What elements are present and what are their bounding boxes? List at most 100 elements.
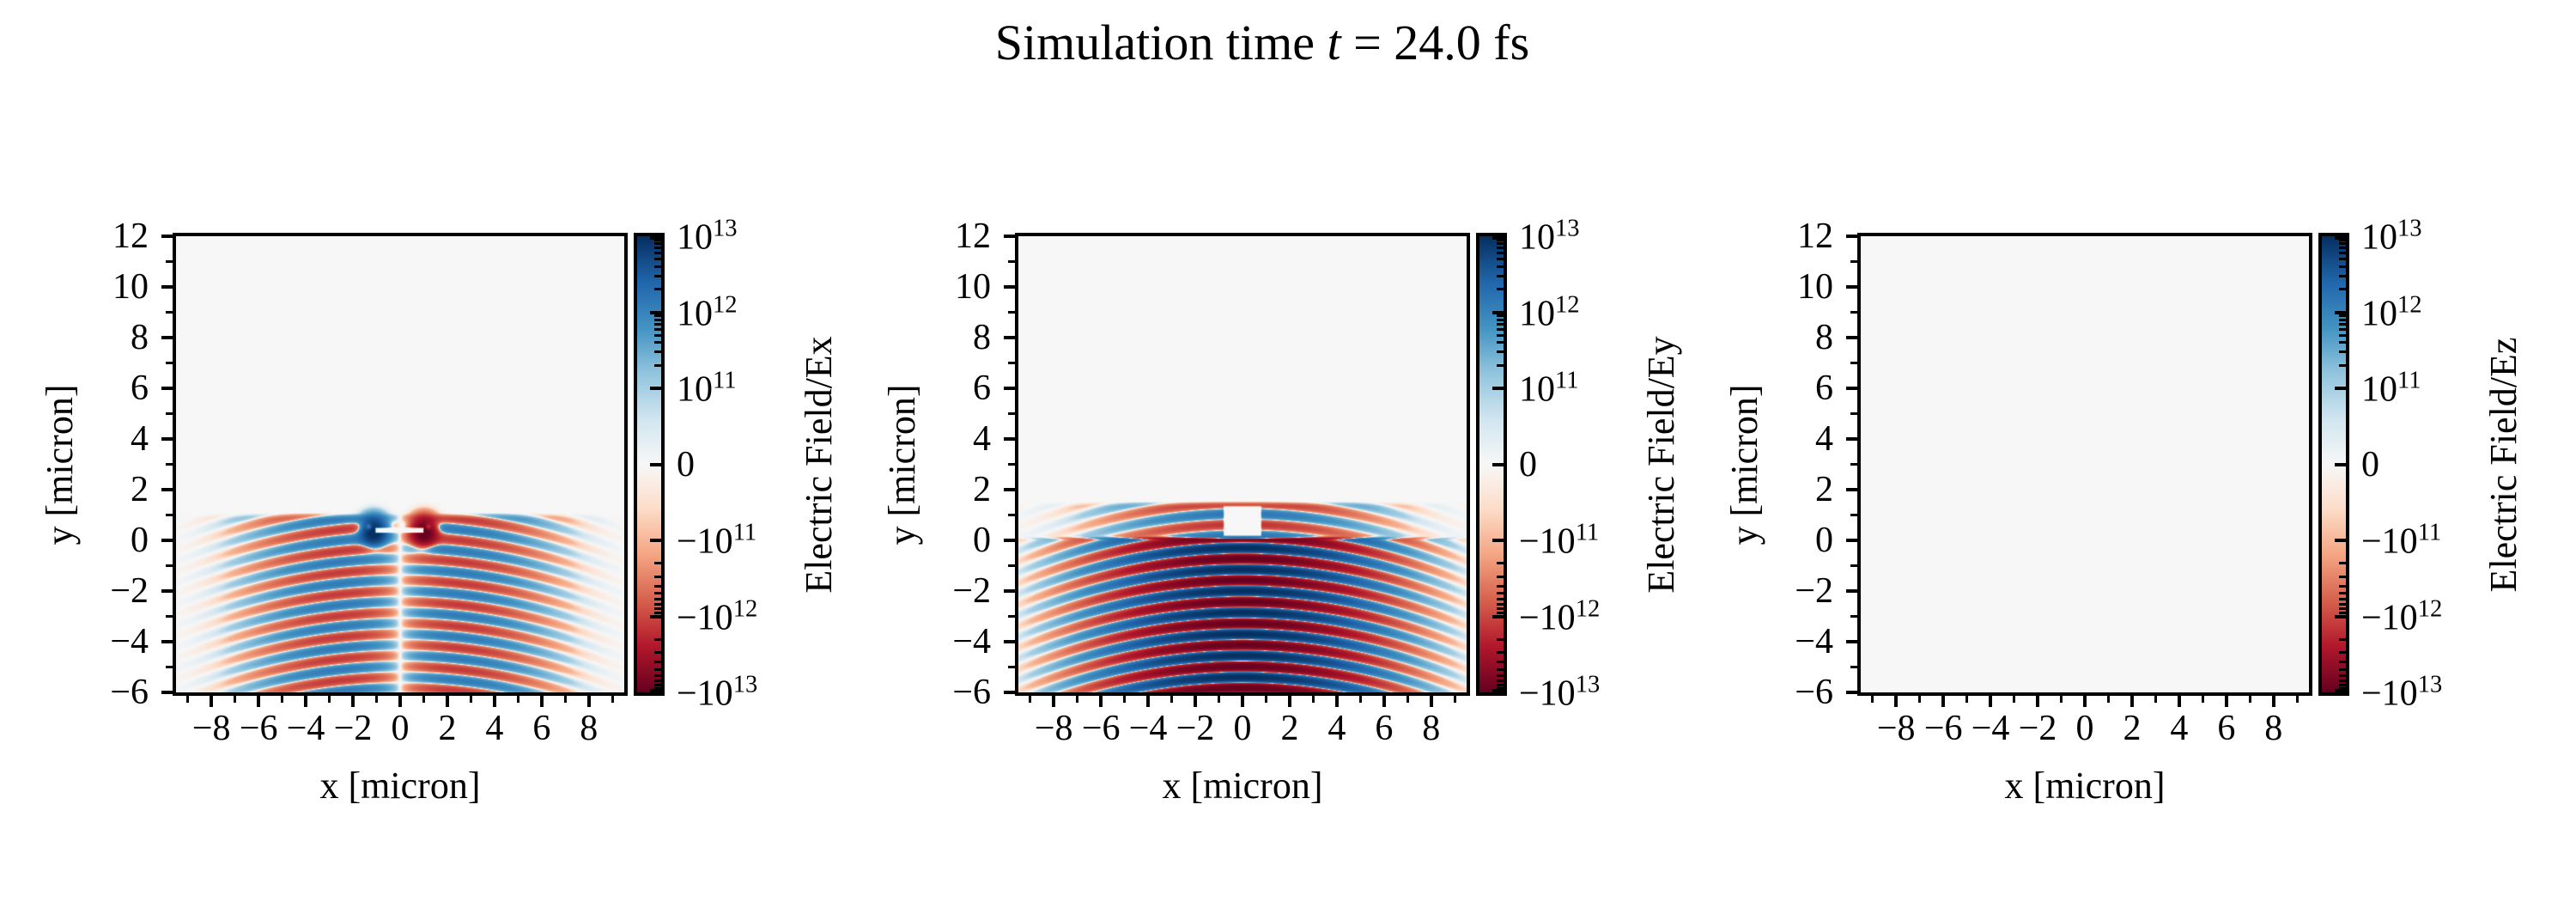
y-major-tick — [1846, 640, 1857, 643]
colorbar-minor-tick — [2339, 679, 2349, 682]
colorbar-major-tick — [2335, 689, 2349, 692]
colorbar-minor-tick — [654, 679, 665, 682]
colorbar-minor-tick — [654, 611, 665, 614]
y-tick-label: 0 — [1815, 521, 1833, 560]
colorbar-minor-tick — [654, 265, 665, 268]
colorbar-minor-tick — [1497, 274, 1507, 277]
y-major-tick — [1846, 235, 1857, 238]
colorbar-minor-tick — [1497, 683, 1507, 686]
x-tick-label: 0 — [1233, 709, 1252, 748]
y-major-tick — [161, 437, 173, 441]
y-major-tick — [1846, 488, 1857, 491]
colorbar-major-tick — [1492, 462, 1507, 466]
colorbar-minor-tick — [2339, 575, 2349, 578]
colorbar-minor-tick — [1497, 288, 1507, 291]
colorbar-major-tick — [2335, 462, 2349, 466]
x-tick-label: 8 — [1422, 709, 1441, 748]
y-major-tick — [1004, 539, 1015, 542]
y-minor-tick — [1008, 615, 1015, 618]
colorbar-minor-tick — [654, 562, 665, 565]
x-minor-tick — [234, 696, 237, 703]
colorbar-minor-tick — [654, 247, 665, 250]
x-major-tick — [1334, 696, 1339, 707]
y-tick-label: −2 — [1795, 571, 1833, 611]
y-tick-label: 8 — [131, 318, 149, 357]
x-minor-tick — [1264, 696, 1267, 703]
x-major-tick — [2036, 696, 2040, 707]
y-major-tick — [161, 336, 173, 339]
colorbar-minor-tick — [654, 242, 665, 246]
x-tick-label: 6 — [2217, 709, 2236, 748]
y-major-tick — [1846, 589, 1857, 593]
xlabel-ez: x [micron] — [2004, 765, 2166, 807]
y-major-tick — [161, 387, 173, 390]
x-tick-label: −4 — [1971, 709, 2010, 748]
y-minor-tick — [1008, 362, 1015, 364]
x-minor-tick — [186, 696, 190, 703]
colorbar-major-tick — [1492, 310, 1507, 314]
colorbar-major-tick — [1492, 689, 1507, 692]
colorbar-minor-tick — [2339, 258, 2349, 261]
x-minor-tick — [1871, 696, 1874, 703]
colorbar-minor-tick — [1497, 252, 1507, 255]
colorbar-tick-label: −1011 — [1519, 519, 1600, 562]
colorbar-tick-label: −1012 — [677, 595, 758, 637]
colorbar-label-ex: Electric Field/Ex — [798, 335, 840, 594]
colorbar-minor-tick — [1497, 322, 1507, 326]
colorbar-minor-tick — [2339, 350, 2349, 354]
colorbar-minor-tick — [1497, 265, 1507, 268]
x-major-tick — [1989, 696, 1993, 707]
colorbar-minor-tick — [2339, 637, 2349, 641]
x-tick-label: −2 — [333, 709, 373, 748]
y-minor-tick — [166, 615, 173, 618]
ylabel-ez: y [micron] — [1723, 384, 1765, 545]
colorbar-minor-tick — [2339, 687, 2349, 691]
colorbar-major-tick — [1492, 614, 1507, 619]
colorbar-tick-label: −1013 — [677, 671, 758, 714]
colorbar-minor-tick — [1497, 333, 1507, 337]
y-minor-tick — [166, 362, 173, 364]
colorbar-tick-label: 1011 — [677, 367, 737, 410]
x-tick-label: 4 — [485, 709, 504, 748]
x-minor-tick — [1358, 696, 1362, 703]
x-minor-tick — [2060, 696, 2063, 703]
colorbar-tick-label: 1012 — [2361, 291, 2422, 333]
x-major-tick — [1241, 696, 1244, 707]
colorbar-minor-tick — [2339, 274, 2349, 277]
colorbar-tick-label: −1013 — [2361, 671, 2443, 714]
colorbar-minor-tick — [654, 238, 665, 241]
x-minor-tick — [516, 696, 519, 703]
y-tick-label: 10 — [955, 267, 991, 307]
y-minor-tick — [166, 311, 173, 314]
colorbar-minor-tick — [1497, 575, 1507, 578]
y-minor-tick — [166, 564, 173, 567]
colorbar-tick-label: −1013 — [1519, 671, 1601, 714]
colorbar-minor-tick — [654, 318, 665, 321]
colorbar-major-tick — [2335, 236, 2349, 240]
colorbar-minor-tick — [2339, 327, 2349, 331]
colorbar-tick-label: 1012 — [677, 291, 738, 333]
colorbar-major-tick — [650, 539, 665, 542]
x-minor-tick — [2201, 696, 2204, 703]
y-tick-label: 2 — [131, 470, 149, 509]
colorbar-tick-label: 1013 — [1519, 215, 1580, 258]
y-major-tick — [161, 539, 173, 542]
colorbar-minor-tick — [654, 661, 665, 664]
colorbar-minor-tick — [2339, 598, 2349, 601]
field-canvas-ey — [1018, 236, 1467, 692]
y-minor-tick — [1850, 311, 1857, 314]
y-minor-tick — [1850, 564, 1857, 567]
colorbar-major-tick — [1492, 387, 1507, 390]
colorbar-major-tick — [2335, 387, 2349, 390]
colorbar-minor-tick — [654, 333, 665, 337]
colorbar-minor-tick — [654, 584, 665, 588]
colorbar-minor-tick — [2339, 242, 2349, 246]
x-tick-label: −2 — [1176, 709, 1215, 748]
x-tick-label: 8 — [580, 709, 598, 748]
y-major-tick — [1004, 235, 1015, 238]
y-minor-tick — [1008, 260, 1015, 263]
field-canvas-ez — [1861, 236, 2309, 692]
colorbar-minor-tick — [2339, 288, 2349, 291]
colorbar-tick-label: −1011 — [2361, 519, 2442, 562]
colorbar-minor-tick — [2339, 252, 2349, 255]
